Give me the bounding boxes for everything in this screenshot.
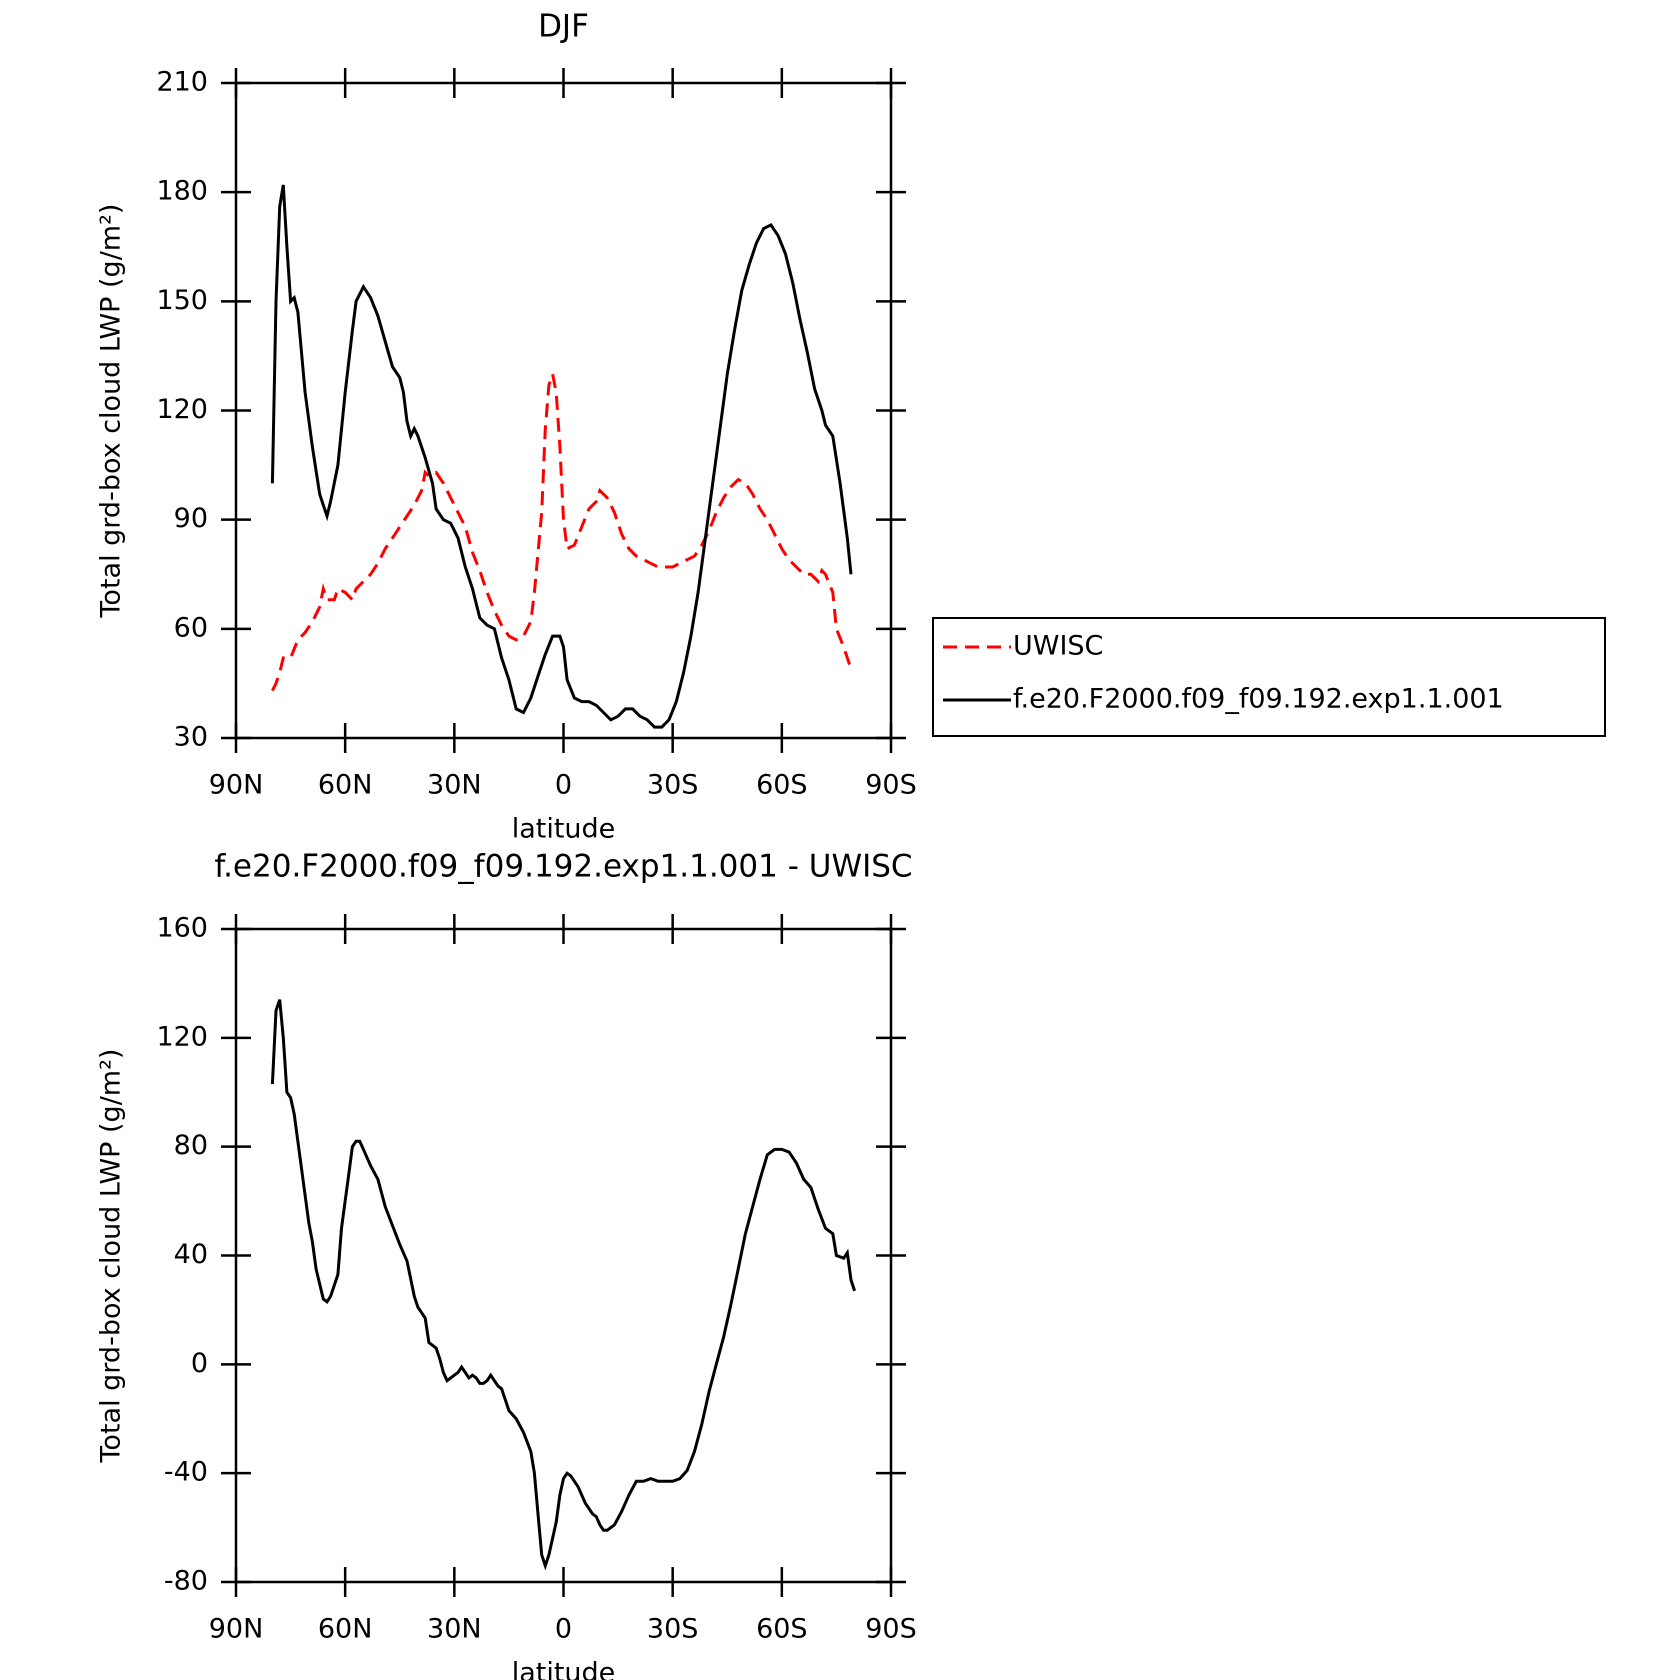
chart-title: DJF [538,9,589,45]
plot-frame [234,81,893,740]
x-tick-label: 60N [318,1614,373,1645]
y-tick-label: 150 [156,285,208,316]
x-tick-label: 30N [427,770,482,801]
y-tick-label: 0 [191,1348,208,1379]
y-axis-label: Total grd-box cloud LWP (g/m²) [96,204,127,619]
chart-title: f.e20.F2000.f09_f09.192.exp1.1.001 - UWI… [214,849,912,885]
y-tick-label: 180 [156,176,208,207]
y-tick-label: 210 [156,67,208,98]
x-tick-label: 0 [555,770,572,801]
x-tick-label: 30N [427,1614,482,1645]
x-tick-label: 0 [555,1614,572,1645]
y-tick-label: 80 [174,1130,208,1161]
x-axis-label: latitude [512,1658,616,1680]
y-axis-label: Total grd-box cloud LWP (g/m²) [96,1049,127,1464]
x-tick-label: 90N [209,1614,264,1645]
x-tick-label: 60S [756,1614,808,1645]
y-tick-label: 160 [156,913,208,944]
legend-label: f.e20.F2000.f09_f09.192.exp1.1.001 [1013,684,1504,715]
x-tick-label: 30S [647,770,699,801]
legend-label: UWISC [1013,631,1103,662]
series-line [271,368,853,692]
series-line [270,999,857,1571]
y-tick-label: 40 [174,1239,208,1270]
y-tick-label: 90 [174,503,208,534]
x-axis-label: latitude [512,814,616,845]
y-tick-label: -80 [164,1566,208,1597]
series-line [270,184,853,729]
x-tick-label: 60S [756,770,808,801]
y-tick-label: -40 [164,1457,208,1488]
x-tick-label: 30S [647,1614,699,1645]
y-tick-label: 60 [174,612,208,643]
y-tick-label: 120 [156,1021,208,1052]
x-tick-label: 90S [865,1614,917,1645]
legend-box [932,617,1606,737]
x-tick-label: 90N [209,770,264,801]
y-tick-label: 30 [174,722,208,753]
x-tick-label: 60N [318,770,373,801]
x-tick-label: 90S [865,770,917,801]
y-tick-label: 120 [156,394,208,425]
